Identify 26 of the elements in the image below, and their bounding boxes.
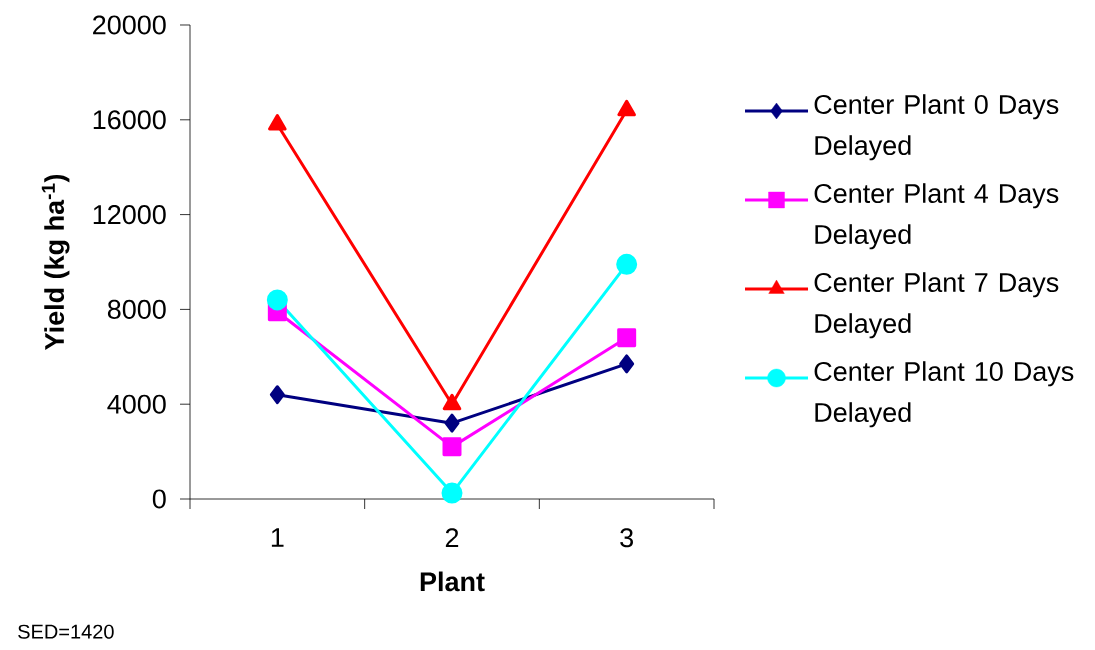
legend-label: Center Plant 0 Days Delayed (814, 94, 1059, 161)
y-axis-title: Yield (kg ha$^{-1}$) (41, 174, 70, 350)
point (617, 99, 636, 117)
y-tick-label: 20000 (93, 15, 166, 35)
x-tick-label: 3 (620, 528, 633, 548)
y-tick-label: 8000 (107, 299, 166, 319)
text: SED=1420 (18, 624, 114, 639)
y-tick-label: 12000 (93, 205, 166, 225)
y-tick-label: 4000 (107, 394, 166, 414)
point (266, 289, 288, 311)
legend-label: Center Plant 10 Days Delayed (814, 361, 1074, 428)
point (619, 354, 635, 374)
y-tick-label: 0 (152, 489, 166, 509)
legend-label: Center Plant 7 Days Delayed (814, 272, 1059, 339)
point (616, 253, 638, 275)
point (268, 114, 287, 131)
point (441, 482, 463, 504)
point (269, 385, 285, 405)
point (444, 413, 460, 433)
point (617, 328, 637, 348)
y-tick-label: 16000 (93, 110, 166, 130)
x-tick-label: 1 (271, 528, 284, 547)
point (442, 437, 462, 457)
legend-label: Center Plant 4 Days Delayed (814, 183, 1059, 250)
x-tick-label: 2 (445, 528, 459, 548)
x-axis-title: Plant (420, 571, 485, 592)
